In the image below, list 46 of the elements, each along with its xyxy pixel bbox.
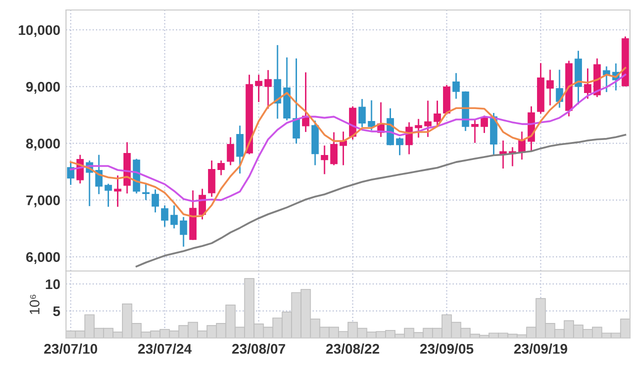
candlestick [452,73,460,99]
x-tick-label: 23/07/24 [138,344,192,354]
candlestick [480,116,488,133]
y-tick-label: 8,000 [26,138,60,151]
x-tick-label: 23/07/10 [44,344,98,354]
candlestick [67,162,74,185]
candlestick [396,138,404,156]
x-tick-label: 23/09/05 [420,344,474,354]
candlestick [368,100,376,130]
y-axis-title: 10⁶ [30,294,40,314]
candlestick [104,184,112,207]
candlestick [264,70,272,109]
y-tick-label: 10 [46,279,60,290]
candlestick [208,160,216,197]
candlestick [405,122,413,154]
candlestick [584,68,592,99]
candlestick [236,126,244,174]
candlestick [95,154,103,194]
candlestick [161,205,168,227]
candlestick [152,189,159,212]
candlestick [471,120,479,143]
candlestick [414,118,422,138]
candlestick [358,99,366,128]
x-tick-label: 23/08/07 [232,344,286,354]
candlestick [340,132,347,166]
y-tick-label: 5 [53,306,60,316]
y-tick-label: 6,000 [26,252,60,264]
candlestick [114,175,122,207]
candlestick [320,146,328,174]
candlestick [292,58,300,144]
x-tick-label: 23/08/22 [326,344,380,354]
candlestick [434,100,441,128]
candlestick [142,184,150,200]
candlestick [170,205,178,228]
candlestick [226,137,234,166]
candlestick [546,70,554,106]
candlestick [255,74,262,102]
x-tick-label: 23/09/19 [514,344,568,354]
candlestick [180,217,188,247]
candlestick [424,100,432,137]
y-tick-label: 10,000 [18,25,60,38]
candlestick [330,132,338,166]
line-series [136,134,626,268]
candlestick [217,160,225,176]
y-tick-label: 9,000 [26,82,60,94]
y-tick-label: 7,000 [26,195,60,208]
